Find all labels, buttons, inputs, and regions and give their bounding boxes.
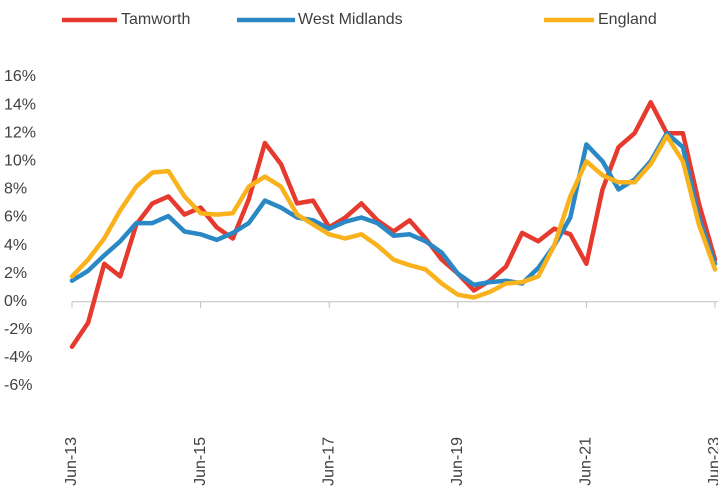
legend-label: England: [598, 11, 657, 28]
y-tick-label: 2%: [4, 265, 27, 282]
y-tick-label: 4%: [4, 237, 27, 254]
y-tick-label: 8%: [4, 181, 27, 198]
y-tick-label: 0%: [4, 293, 27, 310]
y-tick-label: -2%: [4, 321, 32, 338]
x-tick-label: Jun-13: [63, 437, 80, 486]
y-tick-label: 6%: [4, 209, 27, 226]
y-tick-label: -6%: [4, 377, 32, 394]
x-tick-label: Jun-19: [449, 437, 466, 486]
legend-label: Tamworth: [121, 11, 190, 28]
y-tick-label: 12%: [4, 124, 36, 141]
x-tick-label: Jun-23: [706, 437, 718, 486]
series-line: [69, 100, 718, 349]
legend-label: West Midlands: [298, 11, 403, 28]
x-tick-label: Jun-21: [578, 437, 595, 486]
y-tick-label: 14%: [4, 96, 36, 113]
x-tick-label: Jun-15: [192, 437, 209, 486]
y-tick-label: 16%: [4, 68, 36, 85]
series-line: [69, 130, 718, 288]
y-tick-label: -4%: [4, 349, 32, 366]
x-tick-label: Jun-17: [320, 437, 337, 486]
series-line: [69, 133, 718, 300]
y-tick-label: 10%: [4, 152, 36, 169]
